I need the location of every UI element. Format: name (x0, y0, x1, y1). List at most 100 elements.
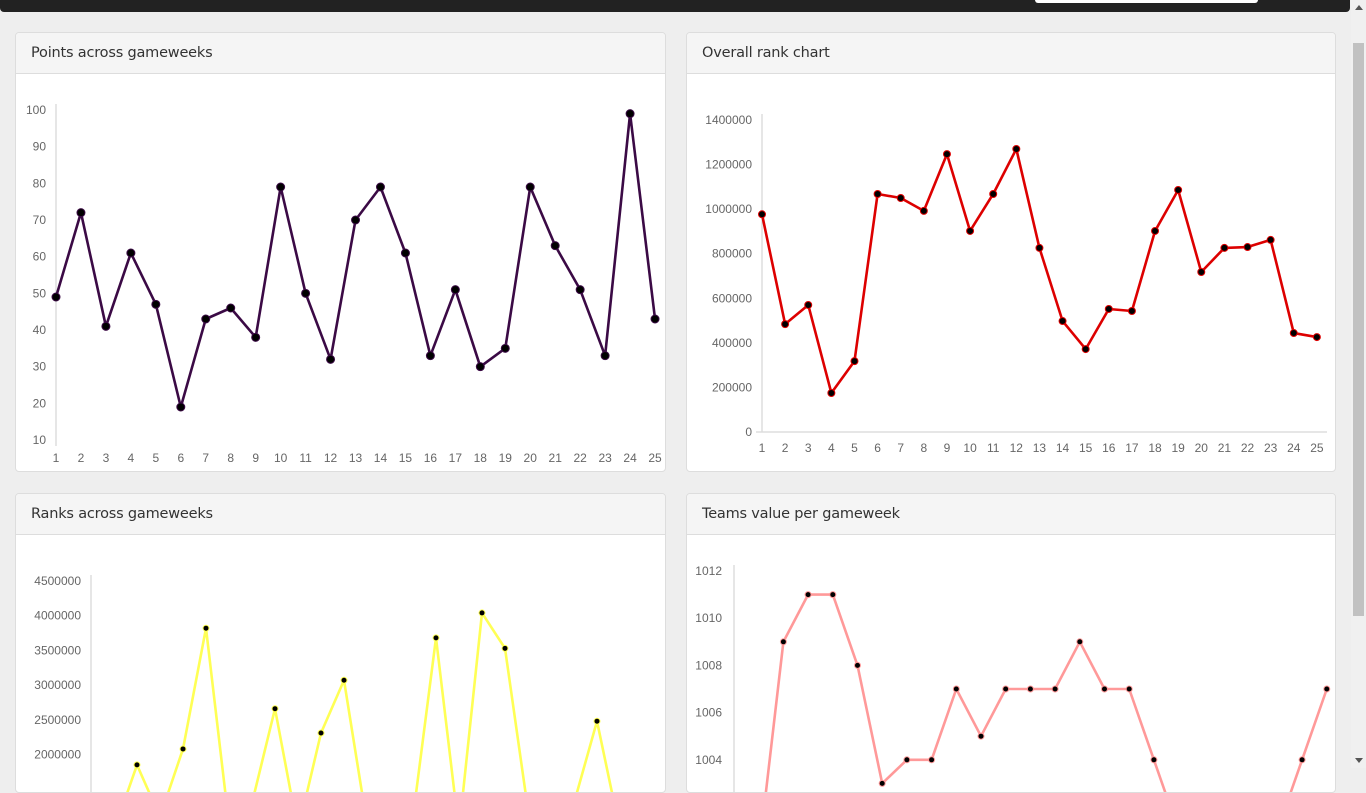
data-point[interactable] (829, 591, 837, 599)
data-point[interactable] (1266, 235, 1275, 244)
y-tick-label: 2000000 (34, 748, 81, 762)
data-point[interactable] (1101, 685, 1108, 693)
y-tick-label: 1010 (695, 611, 722, 625)
x-tick-label: 16 (1102, 441, 1116, 455)
data-point[interactable] (804, 300, 813, 309)
data-point[interactable] (500, 343, 510, 353)
page-scrollbar[interactable] (1351, 0, 1366, 768)
card-title: Points across gameweeks (16, 33, 665, 74)
data-point[interactable] (575, 285, 585, 295)
data-point[interactable] (375, 182, 385, 192)
data-point[interactable] (478, 609, 486, 617)
data-point[interactable] (850, 357, 859, 366)
y-tick-label: 3000000 (34, 678, 81, 692)
data-point[interactable] (1081, 345, 1090, 354)
data-point[interactable] (625, 109, 635, 119)
data-point[interactable] (1243, 243, 1252, 252)
data-point[interactable] (1058, 317, 1067, 326)
data-point[interactable] (966, 226, 975, 235)
data-point[interactable] (928, 756, 936, 764)
data-point[interactable] (1289, 329, 1298, 338)
data-point[interactable] (400, 248, 410, 258)
data-point[interactable] (201, 314, 211, 324)
data-point[interactable] (326, 354, 336, 364)
data-point[interactable] (1151, 226, 1160, 235)
data-point[interactable] (977, 732, 985, 740)
x-tick-label: 15 (399, 451, 413, 465)
data-point[interactable] (226, 303, 236, 313)
scroll-up-arrow-icon[interactable] (1355, 5, 1363, 10)
data-point[interactable] (1026, 685, 1034, 693)
data-point[interactable] (758, 210, 766, 219)
data-point[interactable] (952, 685, 960, 693)
data-point[interactable] (271, 705, 279, 713)
data-point[interactable] (1323, 685, 1331, 693)
data-point[interactable] (276, 182, 286, 192)
x-tick-label: 19 (499, 451, 513, 465)
data-point[interactable] (896, 194, 905, 202)
data-point[interactable] (878, 779, 886, 787)
data-point[interactable] (1312, 333, 1321, 342)
data-point[interactable] (804, 591, 812, 599)
data-point[interactable] (1012, 144, 1021, 153)
scroll-down-arrow-icon[interactable] (1355, 758, 1363, 763)
data-point[interactable] (101, 321, 111, 331)
search-input[interactable] (1035, 0, 1258, 3)
y-tick-label: 600000 (712, 291, 752, 305)
data-point[interactable] (1051, 685, 1059, 693)
scroll-thumb[interactable] (1353, 43, 1364, 616)
data-point[interactable] (1035, 243, 1044, 252)
data-point[interactable] (133, 761, 141, 769)
data-point[interactable] (781, 320, 790, 329)
data-point[interactable] (1076, 638, 1084, 646)
data-point[interactable] (1220, 243, 1229, 252)
data-point[interactable] (251, 332, 261, 342)
data-point[interactable] (179, 745, 187, 753)
data-point[interactable] (202, 624, 210, 632)
data-point[interactable] (903, 756, 911, 764)
data-point[interactable] (340, 676, 348, 684)
data-point[interactable] (76, 208, 86, 218)
data-point[interactable] (779, 638, 787, 646)
data-point[interactable] (1002, 685, 1010, 693)
data-point[interactable] (301, 288, 311, 298)
x-tick-label: 23 (598, 451, 612, 465)
data-point[interactable] (919, 206, 928, 215)
data-point[interactable] (432, 634, 440, 642)
data-point[interactable] (1127, 306, 1136, 315)
x-tick-label: 20 (1195, 441, 1209, 455)
data-point[interactable] (1104, 304, 1113, 313)
data-point[interactable] (593, 717, 601, 725)
data-point[interactable] (501, 644, 509, 652)
data-point[interactable] (475, 362, 485, 372)
x-tick-label: 6 (874, 441, 881, 455)
data-point[interactable] (1150, 756, 1158, 764)
x-tick-label: 1 (53, 451, 60, 465)
data-point[interactable] (450, 285, 460, 295)
data-point[interactable] (873, 189, 882, 198)
data-point[interactable] (854, 661, 861, 669)
data-point[interactable] (176, 402, 186, 412)
data-point[interactable] (51, 292, 61, 302)
data-point[interactable] (151, 299, 161, 309)
data-point[interactable] (827, 389, 836, 397)
y-tick-label: 0 (745, 425, 752, 439)
data-point[interactable] (550, 241, 560, 251)
data-point[interactable] (1298, 756, 1306, 764)
data-point[interactable] (525, 182, 535, 192)
data-point[interactable] (425, 351, 435, 361)
x-tick-label: 25 (1310, 441, 1324, 455)
x-tick-label: 17 (1125, 441, 1139, 455)
data-point[interactable] (1197, 267, 1206, 276)
data-point[interactable] (317, 729, 325, 737)
data-point[interactable] (942, 150, 951, 159)
data-point[interactable] (1125, 685, 1133, 693)
x-tick-label: 18 (474, 451, 488, 465)
data-point[interactable] (1174, 185, 1183, 194)
data-point[interactable] (351, 215, 361, 225)
data-point[interactable] (600, 351, 610, 361)
data-point[interactable] (650, 314, 660, 324)
data-point[interactable] (989, 189, 998, 198)
data-point[interactable] (126, 248, 136, 258)
